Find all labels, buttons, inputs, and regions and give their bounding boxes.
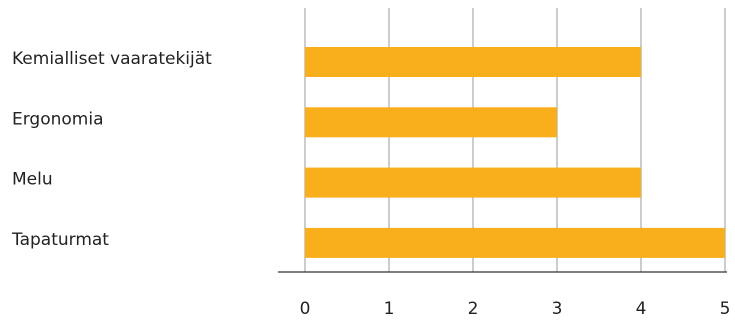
- bar-3: [305, 227, 725, 258]
- category-label-3: Tapaturmat: [11, 230, 109, 250]
- bar-0: [305, 47, 641, 77]
- bars: [305, 47, 725, 258]
- tick-label-0: 0: [300, 299, 311, 319]
- tick-label-2: 2: [468, 299, 479, 319]
- tick-label-4: 4: [636, 299, 647, 319]
- x-axis-ticks: 0 1 2 3 4 5: [300, 299, 731, 319]
- bar-2: [305, 167, 641, 198]
- bar-1: [305, 107, 557, 138]
- tick-label-1: 1: [384, 299, 395, 319]
- tick-label-5: 5: [720, 299, 731, 319]
- category-labels: Kemialliset vaaratekijät Ergonomia Melu Tap…: [11, 49, 212, 250]
- tick-label-3: 3: [552, 299, 563, 319]
- category-label-2: Melu: [12, 170, 53, 190]
- category-label-0: Kemialliset vaaratekijät: [12, 49, 212, 69]
- category-label-1: Ergonomia: [12, 109, 104, 129]
